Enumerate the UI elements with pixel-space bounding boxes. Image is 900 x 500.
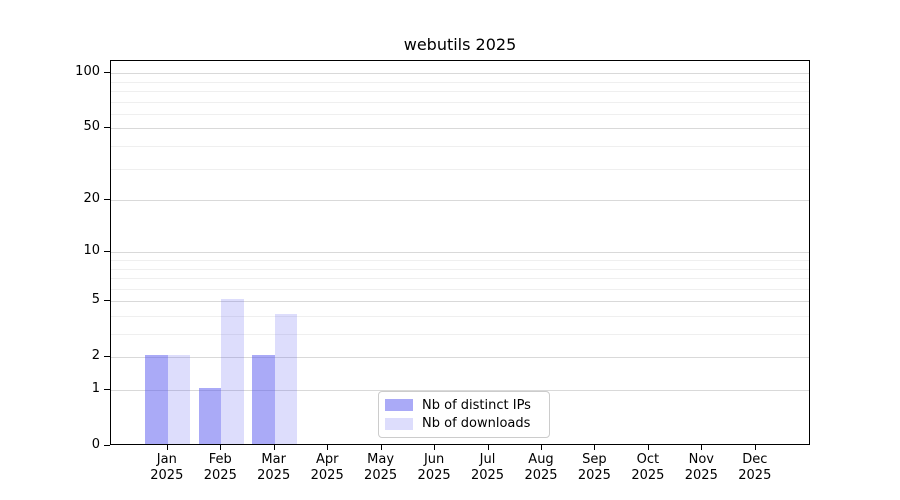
x-tick-mark-feb [220,445,222,450]
bar-distinct-ips-feb [198,388,222,444]
y-tick-mark-2 [104,356,110,358]
bar-distinct-ips-jan [145,355,168,444]
gridline-minor-90 [111,81,809,83]
x-tick-mark-jul [487,445,489,450]
x-tick-mark-dec [754,445,756,450]
gridline-minor-70 [111,101,809,103]
y-tick-mark-0 [104,445,110,446]
y-tick-label-20: 20 [83,191,100,207]
x-tick-mark-oct [647,445,649,450]
gridline-minor-3 [111,334,809,335]
gridline-minor-30 [111,168,809,170]
x-tick-label-sep: Sep 2025 [577,452,611,483]
gridline-major-50 [111,128,809,130]
gridline-minor-9 [111,260,809,261]
x-tick-label-may: May 2025 [364,452,398,483]
gridline-minor-4 [111,316,809,317]
x-tick-mark-aug [541,445,542,450]
bar-distinct-ips-mar [252,355,275,444]
y-tick-label-100: 100 [75,64,100,80]
legend-label-distinct-ips: Nb of distinct IPs [422,397,531,413]
gridline-major-100 [111,73,809,75]
x-tick-label-jun: Jun 2025 [417,452,451,483]
gridline-minor-80 [111,91,809,92]
plot-area [110,60,810,445]
x-tick-label-aug: Aug 2025 [524,452,558,483]
y-tick-label-50: 50 [83,119,100,135]
x-tick-mark-jan [166,445,168,450]
x-tick-label-jan: Jan 2025 [150,452,184,483]
bar-downloads-mar [274,314,298,444]
x-tick-label-nov: Nov 2025 [684,452,718,483]
x-tick-mark-nov [701,445,703,450]
gridline-minor-6 [111,288,809,290]
y-tick-mark-100 [104,72,110,74]
x-tick-mark-may [380,445,382,450]
y-tick-label-10: 10 [83,243,100,259]
bar-downloads-jan [167,355,191,444]
gridline-major-5 [111,301,809,303]
y-tick-label-0: 0 [91,437,100,452]
legend-swatch-downloads [385,417,413,430]
gridline-major-10 [111,252,809,254]
legend-label-downloads: Nb of downloads [422,416,531,432]
gridline-major-1 [111,390,809,391]
y-tick-label-1: 1 [91,381,100,396]
x-tick-label-mar: Mar 2025 [257,452,291,483]
legend: Nb of distinct IPs Nb of downloads [378,391,550,438]
legend-entry-downloads: Nb of downloads [385,416,543,431]
legend-swatch-distinct-ips [385,399,413,412]
y-tick-label-5: 5 [91,292,100,308]
y-tick-mark-10 [104,251,110,253]
y-tick-mark-50 [104,127,110,129]
x-tick-label-jul: Jul 2025 [470,452,505,483]
y-tick-label-2: 2 [91,348,100,364]
gridline-minor-40 [111,146,809,147]
y-tick-mark-20 [104,199,110,201]
y-tick-mark-5 [104,300,110,302]
bar-downloads-feb [221,299,244,444]
x-tick-label-oct: Oct 2025 [631,452,665,483]
chart-title: webutils 2025 [403,35,517,54]
gridline-minor-8 [111,268,809,270]
legend-entry-distinct-ips: Nb of distinct IPs [385,398,543,413]
y-tick-mark-1 [104,389,110,390]
x-tick-label-feb: Feb 2025 [203,452,237,483]
gridline-minor-7 [111,278,809,279]
x-tick-mark-mar [273,445,275,450]
gridline-minor-60 [111,113,809,115]
x-tick-label-dec: Dec 2025 [738,452,772,483]
x-tick-mark-apr [327,445,329,450]
x-tick-label-apr: Apr 2025 [310,452,344,483]
gridline-major-20 [111,200,809,202]
x-tick-mark-jun [434,445,436,450]
gridline-major-2 [111,357,809,359]
x-tick-mark-sep [594,445,596,450]
